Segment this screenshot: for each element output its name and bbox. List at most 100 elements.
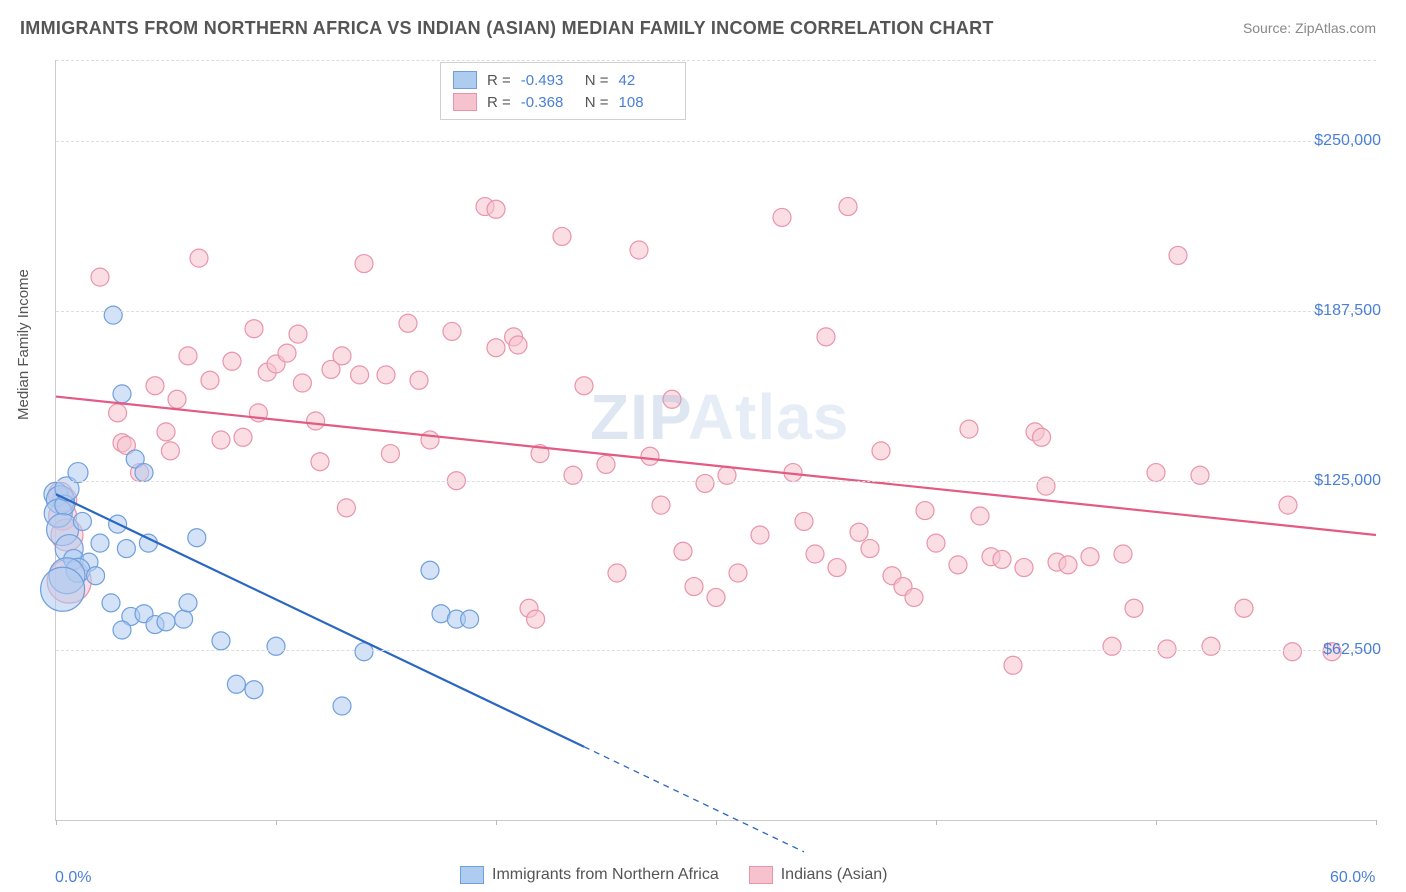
x-tick	[716, 820, 717, 825]
data-point	[351, 366, 369, 384]
scatter-svg	[56, 60, 1376, 820]
data-point	[1279, 496, 1297, 514]
data-point	[443, 322, 461, 340]
data-point	[663, 390, 681, 408]
data-point	[278, 344, 296, 362]
data-point	[102, 594, 120, 612]
data-point	[190, 249, 208, 267]
data-point	[267, 637, 285, 655]
legend-item-2: Indians (Asian)	[749, 866, 888, 884]
legend-label-1: Immigrants from Northern Africa	[492, 866, 719, 884]
data-point	[234, 428, 252, 446]
x-tick	[496, 820, 497, 825]
y-tick-label: $62,500	[1323, 641, 1381, 659]
data-point	[630, 241, 648, 259]
data-point	[1169, 246, 1187, 264]
data-point	[1125, 599, 1143, 617]
data-point	[175, 610, 193, 628]
data-point	[707, 588, 725, 606]
data-point	[1033, 428, 1051, 446]
y-tick-label: $250,000	[1314, 132, 1381, 150]
data-point	[527, 610, 545, 628]
y-tick-label: $125,000	[1314, 472, 1381, 490]
data-point	[311, 453, 329, 471]
y-tick-label: $187,500	[1314, 302, 1381, 320]
data-point	[410, 371, 428, 389]
x-tick	[1156, 820, 1157, 825]
data-point	[91, 268, 109, 286]
gridline	[56, 650, 1376, 651]
data-point	[139, 534, 157, 552]
trend-line-pink	[56, 397, 1376, 535]
data-point	[201, 371, 219, 389]
legend-swatch-pink	[749, 866, 773, 884]
x-tick-label-max: 60.0%	[1330, 869, 1375, 887]
correlation-legend: R = -0.493 N = 42 R = -0.368 N = 108	[440, 62, 686, 120]
data-point	[1202, 637, 1220, 655]
legend-label-2: Indians (Asian)	[781, 866, 888, 884]
chart-title: IMMIGRANTS FROM NORTHERN AFRICA VS INDIA…	[20, 18, 994, 39]
data-point	[179, 347, 197, 365]
data-point	[1015, 559, 1033, 577]
data-point	[828, 559, 846, 577]
data-point	[795, 512, 813, 530]
data-point	[993, 550, 1011, 568]
data-point	[553, 227, 571, 245]
data-point	[487, 339, 505, 357]
data-point	[806, 545, 824, 563]
data-point	[960, 420, 978, 438]
data-point	[161, 442, 179, 460]
data-point	[597, 455, 615, 473]
data-point	[461, 610, 479, 628]
data-point	[927, 534, 945, 552]
legend-r-value-1: -0.493	[521, 72, 575, 89]
data-point	[104, 306, 122, 324]
legend-row-series-1: R = -0.493 N = 42	[453, 69, 673, 91]
data-point	[212, 431, 230, 449]
data-point	[696, 474, 714, 492]
data-point	[399, 314, 417, 332]
x-tick	[936, 820, 937, 825]
data-point	[157, 423, 175, 441]
data-point	[1114, 545, 1132, 563]
legend-row-series-2: R = -0.368 N = 108	[453, 91, 673, 113]
data-point	[421, 431, 439, 449]
legend-item-1: Immigrants from Northern Africa	[460, 866, 719, 884]
data-point	[861, 540, 879, 558]
data-point	[245, 320, 263, 338]
data-point	[245, 681, 263, 699]
x-tick	[56, 820, 57, 825]
data-point	[113, 385, 131, 403]
chart-plot-area	[55, 60, 1376, 821]
x-tick	[276, 820, 277, 825]
data-point	[223, 352, 241, 370]
legend-swatch-blue	[453, 71, 477, 89]
data-point	[1147, 464, 1165, 482]
legend-r-label: R =	[487, 94, 511, 111]
data-point	[333, 697, 351, 715]
data-point	[817, 328, 835, 346]
gridline	[56, 141, 1376, 142]
data-point	[905, 588, 923, 606]
data-point	[117, 540, 135, 558]
source-attribution: Source: ZipAtlas.com	[1243, 20, 1376, 36]
data-point	[872, 442, 890, 460]
data-point	[333, 347, 351, 365]
data-point	[1158, 640, 1176, 658]
gridline	[56, 60, 1376, 61]
data-point	[293, 374, 311, 392]
data-point	[377, 366, 395, 384]
data-point	[113, 621, 131, 639]
data-point	[729, 564, 747, 582]
data-point	[608, 564, 626, 582]
data-point	[91, 534, 109, 552]
data-point	[146, 377, 164, 395]
data-point	[68, 463, 88, 483]
trend-line-blue-dashed	[584, 747, 804, 852]
data-point	[157, 613, 175, 631]
legend-n-label: N =	[585, 94, 609, 111]
legend-n-value-2: 108	[619, 94, 673, 111]
data-point	[773, 208, 791, 226]
data-point	[307, 412, 325, 430]
data-point	[751, 526, 769, 544]
